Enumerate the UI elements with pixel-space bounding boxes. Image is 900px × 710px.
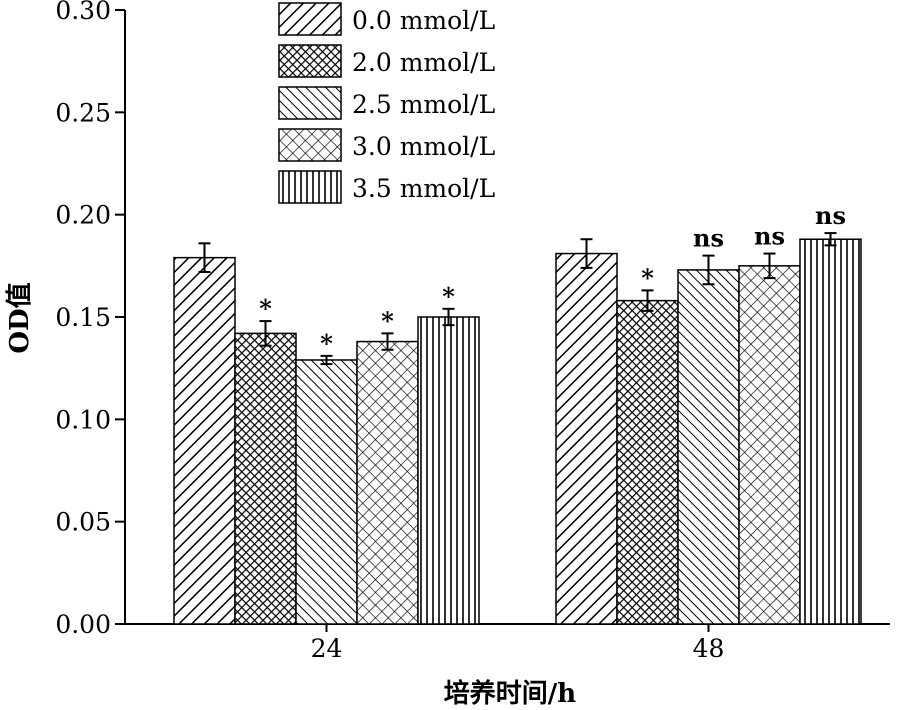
y-tick-label: 0.10	[55, 405, 111, 434]
bar	[616, 299, 679, 625]
legend-label: 2.0 mmol/L	[352, 48, 495, 77]
x-axis-title: 培养时间/h	[444, 678, 576, 709]
legend-swatch	[278, 170, 342, 204]
bars	[173, 238, 862, 625]
error-bar	[824, 232, 837, 247]
legend-swatch	[278, 2, 342, 36]
error-bar	[259, 320, 272, 347]
y-axis-title: OD值	[5, 282, 35, 353]
legend-item: 3.0 mmol/L	[278, 128, 495, 162]
error-bar	[442, 307, 455, 327]
bar	[799, 238, 862, 625]
legend-label: 3.0 mmol/L	[352, 132, 495, 161]
legend-swatch	[278, 128, 342, 162]
y-tick-label: 0.20	[55, 201, 111, 230]
bar	[677, 269, 740, 625]
legend-label: 2.5 mmol/L	[352, 90, 495, 119]
error-bar	[641, 289, 654, 312]
legend-item: 2.0 mmol/L	[278, 44, 495, 78]
error-bar	[763, 252, 776, 280]
significance-label: *	[641, 263, 654, 292]
bar	[295, 359, 358, 625]
error-bar	[702, 254, 715, 286]
x-tick-label: 48	[693, 634, 725, 663]
bar	[234, 332, 297, 625]
legend: 0.0 mmol/L 2.0 mmol/L 2.5 mmol/L 3.0 mmol/L…	[278, 2, 495, 204]
bar	[738, 265, 801, 625]
legend-item: 0.0 mmol/L	[278, 2, 495, 36]
legend-item: 3.5 mmol/L	[278, 170, 495, 204]
bar	[417, 316, 480, 625]
significance-label: ns	[754, 222, 785, 251]
legend-label: 3.5 mmol/L	[352, 174, 495, 203]
y-tick-label: 0.25	[55, 98, 111, 127]
error-bar	[381, 332, 394, 351]
significance-label: *	[381, 306, 394, 335]
y-tick-label: 0.30	[55, 0, 111, 25]
y-tick-label: 0.15	[55, 303, 111, 332]
error-bar	[320, 354, 333, 366]
y-tick-label: 0.05	[55, 508, 111, 537]
significance-label: ns	[693, 224, 724, 253]
error-bars	[198, 232, 837, 366]
y-ticks: 0.00 0.05 0.10 0.15 0.20 0.25 0.30	[55, 0, 125, 639]
significance-label: ns	[815, 201, 846, 230]
legend-swatch	[278, 44, 342, 78]
significance-label: *	[320, 329, 333, 358]
x-tick-label: 24	[311, 634, 343, 663]
bar	[356, 340, 419, 625]
x-ticks: 24 48	[311, 624, 725, 663]
significance-label: *	[442, 282, 455, 311]
bar	[173, 256, 236, 625]
legend-item: 2.5 mmol/L	[278, 86, 495, 120]
legend-swatch	[278, 86, 342, 120]
significance-labels: * * * * * ns ns ns	[259, 201, 846, 358]
y-tick-label: 0.00	[55, 610, 111, 639]
error-bar	[580, 238, 593, 269]
bar	[555, 252, 618, 625]
legend-label: 0.0 mmol/L	[352, 6, 495, 35]
significance-label: *	[259, 294, 272, 323]
error-bar	[198, 242, 211, 273]
